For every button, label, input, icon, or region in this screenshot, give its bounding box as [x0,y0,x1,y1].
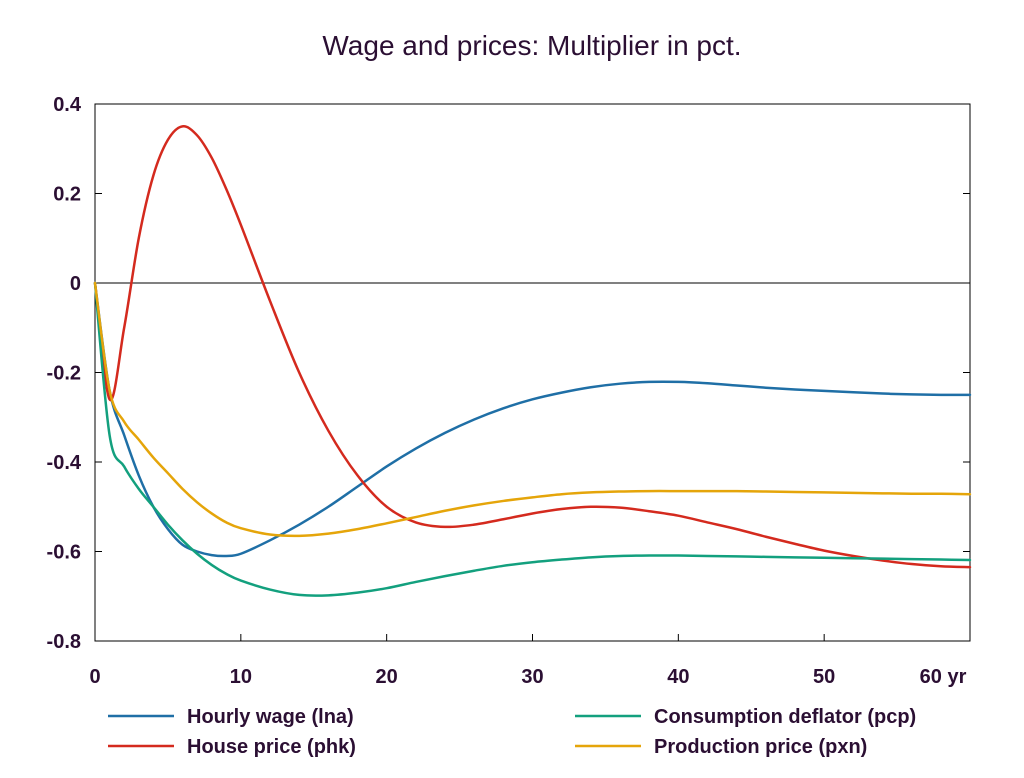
x-tick-label: 0 [89,666,100,688]
legend-label-consumption-deflator-pcp: Consumption deflator (pcp) [654,706,916,728]
x-tick-label: 30 [521,666,543,688]
legend-label-hourly-wage-lna: Hourly wage (lna) [187,706,354,728]
axes [94,103,971,642]
x-tick-label: 40 [667,666,689,688]
tick-labels: 0.4 0.2 0 -0.2 -0.4 -0.6 -0.8 0 10 20 30 40 50 60 yr [47,94,967,688]
series-line-house-price-phk [93,125,972,569]
y-tick-label: 0.2 [53,184,81,206]
series-lines [93,125,972,597]
legend: Hourly wage (lna) House price (phk) Consum… [108,706,916,758]
series-line-hourly-wage-lna [93,281,972,558]
y-tick-label: 0.4 [53,94,82,116]
x-tick-label: 60 yr [920,666,967,688]
y-tick-label: -0.6 [47,542,81,564]
y-tick-label: -0.2 [47,363,81,385]
legend-label-house-price-phk: House price (phk) [187,736,356,758]
y-tick-label: -0.4 [47,452,82,474]
x-tick-label: 10 [230,666,252,688]
y-tick-label: -0.8 [47,631,81,653]
chart-title: Wage and prices: Multiplier in pct. [322,30,742,61]
y-tick-label: 0 [70,273,81,295]
legend-label-production-price-pxn: Production price (pxn) [654,736,867,758]
x-tick-label: 20 [376,666,398,688]
series-line-production-price-pxn [93,281,972,538]
plot-frame [94,103,971,642]
series-line-consumption-deflator-pcp [93,281,972,597]
x-tick-label: 50 [813,666,835,688]
